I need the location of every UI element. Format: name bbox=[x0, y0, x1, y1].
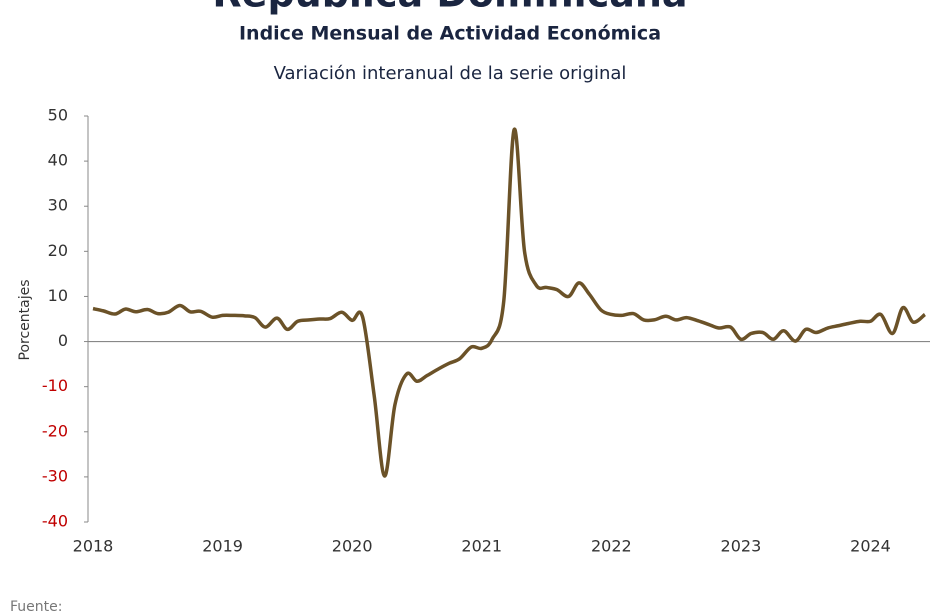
x-tick-label: 2020 bbox=[332, 537, 373, 556]
source-note: Fuente: bbox=[10, 599, 62, 613]
x-tick-label: 2024 bbox=[850, 537, 891, 556]
y-tick-label: -10 bbox=[42, 376, 68, 395]
y-tick-label: -40 bbox=[42, 512, 68, 531]
y-tick-label: 10 bbox=[48, 286, 68, 305]
x-tick-label: 2019 bbox=[202, 537, 243, 556]
chart-description: Variación interanual de la serie origina… bbox=[274, 63, 627, 84]
y-axis-label: Porcentajes bbox=[17, 279, 33, 360]
y-tick-label: 40 bbox=[48, 151, 68, 170]
chart-title: República Dominicana bbox=[212, 0, 687, 16]
x-tick-label: 2018 bbox=[73, 537, 114, 556]
y-tick-label: 0 bbox=[58, 331, 68, 350]
data-line bbox=[92, 127, 927, 478]
x-tick-label: 2022 bbox=[591, 537, 632, 556]
y-tick-label: 30 bbox=[48, 196, 68, 215]
y-tick-label: -20 bbox=[42, 421, 68, 440]
x-tick-label: 2021 bbox=[461, 537, 502, 556]
y-tick-label: -30 bbox=[42, 466, 68, 485]
y-tick-label: 20 bbox=[48, 241, 68, 260]
chart-subtitle: Indice Mensual de Actividad Económica bbox=[239, 23, 661, 45]
x-tick-label: 2023 bbox=[721, 537, 762, 556]
y-tick-label: 50 bbox=[48, 106, 68, 125]
